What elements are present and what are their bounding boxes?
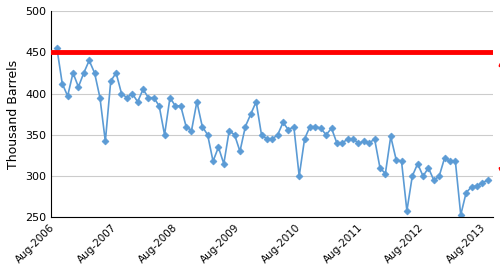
- Y-axis label: Thousand Barrels: Thousand Barrels: [7, 60, 20, 169]
